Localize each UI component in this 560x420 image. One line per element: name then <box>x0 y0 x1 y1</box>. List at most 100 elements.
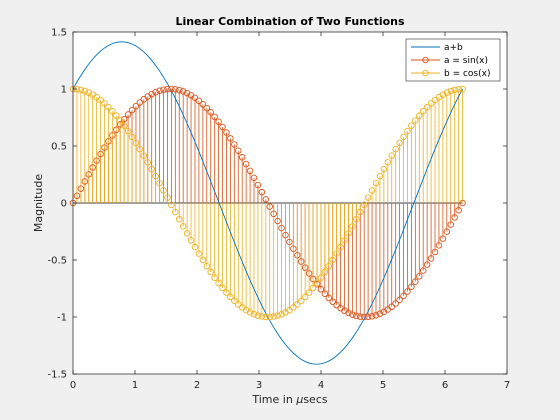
marker-cosx-72 <box>353 215 360 223</box>
marker-cosx-84 <box>400 133 407 141</box>
x-axis-title-prefix: Time in <box>251 393 296 406</box>
marker-sinx-58 <box>297 258 305 265</box>
marker-cosx-23 <box>160 187 167 194</box>
marker-sinx-36 <box>211 113 218 121</box>
marker-cosx-4 <box>85 89 92 96</box>
marker-sinx-74 <box>360 313 368 321</box>
marker-cosx-13 <box>120 122 128 129</box>
y-axis: -1.5 -1 -0.5 0 0.5 1 1.5 <box>47 28 507 381</box>
marker-sinx-81 <box>388 303 395 310</box>
marker-sinx-25 <box>168 85 175 93</box>
y-axis-title: Magnitude <box>32 174 45 233</box>
marker-sinx-46 <box>250 174 258 182</box>
marker-sinx-41 <box>231 141 238 148</box>
marker-cosx-52 <box>274 312 281 319</box>
marker-cosx-53 <box>278 310 285 318</box>
marker-cosx-18 <box>140 152 148 159</box>
marker-sinx-2 <box>77 185 85 192</box>
marker-sinx-75 <box>364 313 372 321</box>
marker-sinx-64 <box>321 290 329 297</box>
marker-sinx-33 <box>199 101 207 108</box>
marker-cosx-17 <box>136 145 144 153</box>
marker-sinx-78 <box>376 310 384 318</box>
marker-sinx-60 <box>305 270 313 277</box>
marker-sinx-39 <box>223 129 230 136</box>
marker-sinx-92 <box>431 248 439 256</box>
marker-cosx-10 <box>109 107 116 115</box>
marker-cosx-65 <box>325 262 333 270</box>
marker-sinx-13 <box>120 116 128 123</box>
chart-title: Linear Combination of Two Functions <box>175 15 405 28</box>
marker-cosx-58 <box>297 297 305 305</box>
legend-marker-cos <box>422 69 429 77</box>
marker-cosx-49 <box>262 313 270 321</box>
marker-cosx-35 <box>207 268 214 276</box>
marker-sinx-51 <box>270 210 277 218</box>
marker-cosx-40 <box>227 293 234 301</box>
marker-cosx-64 <box>321 268 329 276</box>
x-tick-label-2: 2 <box>194 380 200 391</box>
marker-cosx-66 <box>329 256 336 264</box>
marker-cosx-46 <box>250 310 258 318</box>
marker-sinx-1 <box>73 192 81 200</box>
marker-sinx-63 <box>317 285 325 293</box>
marker-cosx-98 <box>455 85 462 93</box>
marker-cosx-37 <box>215 279 222 287</box>
x-axis-title: Time in μsecs <box>251 393 327 406</box>
x-tick-label-5: 5 <box>380 380 386 391</box>
marker-sinx-90 <box>423 261 431 268</box>
legend-label-cos: b = cos(x) <box>444 69 490 79</box>
marker-sinx-17 <box>136 99 144 106</box>
marker-cosx-16 <box>132 139 140 147</box>
marker-sinx-9 <box>105 138 112 145</box>
marker-sinx-95 <box>443 228 451 235</box>
marker-sinx-87 <box>412 278 419 285</box>
y-tick-label-0: -1.5 <box>47 370 67 381</box>
marker-cosx-19 <box>144 159 152 166</box>
marker-cosx-41 <box>231 297 238 305</box>
marker-cosx-9 <box>105 103 112 111</box>
marker-sinx-28 <box>179 88 187 95</box>
legend-label-a-plus-b: a+b <box>444 43 463 53</box>
marker-sinx-21 <box>152 88 159 96</box>
y-tick-label-2: -0.5 <box>47 256 67 267</box>
marker-cosx-24 <box>164 194 171 201</box>
marker-cosx-85 <box>404 127 411 135</box>
marker-cosx-45 <box>246 309 254 316</box>
marker-sinx-99 <box>459 199 466 207</box>
marker-cosx-2 <box>77 86 85 94</box>
marker-cosx-11 <box>113 112 120 119</box>
marker-sinx-24 <box>164 85 171 93</box>
line-group <box>72 41 463 365</box>
marker-sinx-76 <box>368 313 376 320</box>
marker-cosx-77 <box>372 179 380 187</box>
marker-sinx-53 <box>278 224 285 232</box>
marker-sinx-93 <box>435 242 443 249</box>
marker-sinx-11 <box>113 126 120 133</box>
marker-cosx-75 <box>364 194 372 201</box>
marker-cosx-99 <box>459 85 466 93</box>
marker-cosx-48 <box>258 313 266 320</box>
marker-cosx-47 <box>254 312 262 319</box>
marker-sinx-84 <box>400 292 407 300</box>
marker-cosx-89 <box>419 107 427 115</box>
marker-cosx-28 <box>179 223 187 230</box>
x-axis-title-suffix: secs <box>303 393 328 406</box>
marker-cosx-68 <box>337 243 344 251</box>
marker-sinx-94 <box>439 235 447 242</box>
marker-cosx-82 <box>392 145 399 153</box>
marker-cosx-8 <box>101 100 108 107</box>
marker-sinx-43 <box>238 154 246 161</box>
marker-sinx-8 <box>101 144 108 151</box>
marker-cosx-30 <box>187 237 195 244</box>
marker-sinx-14 <box>124 111 132 118</box>
marker-cosx-83 <box>396 139 403 147</box>
marker-sinx-48 <box>258 188 266 196</box>
marker-sinx-57 <box>294 251 301 259</box>
marker-sinx-26 <box>172 86 179 93</box>
marker-cosx-97 <box>451 86 458 94</box>
markers-group <box>69 85 466 321</box>
marker-cosx-81 <box>388 152 395 159</box>
marker-sinx-10 <box>109 132 116 139</box>
marker-cosx-26 <box>172 208 179 216</box>
